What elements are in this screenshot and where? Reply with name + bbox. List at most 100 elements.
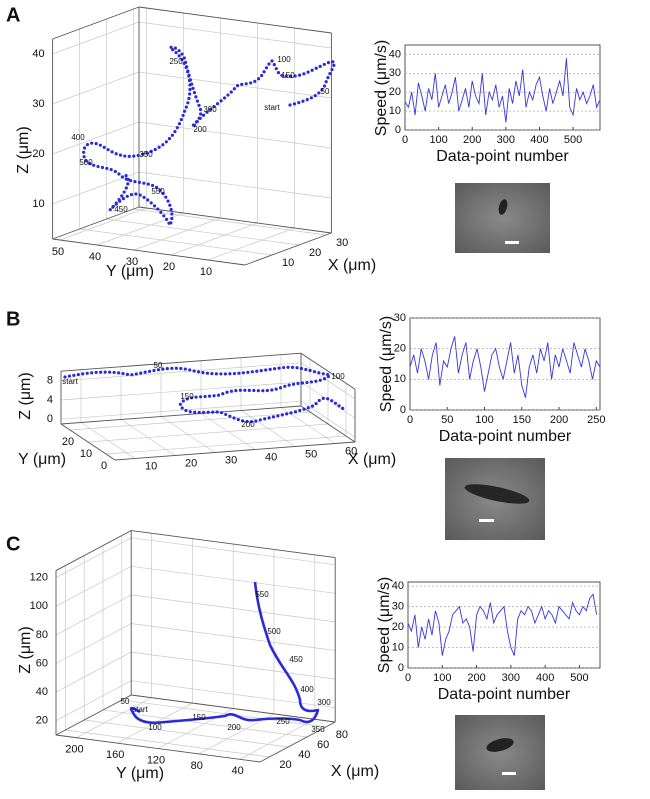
x-tick-label: 20 <box>279 759 291 771</box>
grid-line <box>138 21 332 49</box>
y-tick-label: 20 <box>394 343 406 355</box>
x-tick-label: 250 <box>587 414 605 426</box>
grid-line <box>55 594 132 636</box>
trajectory-annotation: 550 <box>151 187 165 196</box>
axis-line <box>60 352 302 372</box>
micrograph <box>455 183 550 253</box>
y-axis-label: Y (μm) <box>116 765 164 782</box>
speed-line <box>409 336 601 398</box>
x-tick-label: 400 <box>530 134 548 146</box>
grid-line <box>138 71 332 99</box>
grid-line <box>52 71 140 105</box>
plot-area <box>407 581 601 669</box>
x-tick-label: 20 <box>185 457 197 469</box>
plot-area <box>409 317 601 411</box>
z-axis-label: Z (μm) <box>15 126 32 173</box>
grid-line <box>60 362 302 382</box>
trajectory-annotation: 150 <box>281 71 295 80</box>
trajectory-annotation: 250 <box>169 57 183 66</box>
grid-line <box>207 227 295 261</box>
trajectory <box>82 45 336 229</box>
y-tick-label: 30 <box>389 67 401 79</box>
trajectory-annotation: 300 <box>317 698 331 707</box>
axis-line <box>55 734 261 763</box>
axis-line <box>300 352 356 390</box>
trajectory-annotation: start <box>132 705 148 714</box>
trajectory-annotation: 150 <box>192 713 206 722</box>
trajectory-annotation: 350 <box>311 725 325 734</box>
x-tick-label: 200 <box>463 134 481 146</box>
trajectory-annotation: 550 <box>255 590 269 599</box>
grid-line <box>55 537 132 579</box>
x-tick-label: 10 <box>145 460 157 472</box>
y-tick-label: 80 <box>191 760 203 772</box>
x-tick-label: 500 <box>564 134 582 146</box>
speed-line <box>407 593 598 656</box>
x-tick-label: 30 <box>336 237 348 249</box>
grid-line <box>138 171 332 199</box>
grid-line <box>79 228 273 256</box>
y-tick-label: 10 <box>392 641 404 653</box>
trajectory-annotation: start <box>62 377 78 386</box>
x-tick-label: 20 <box>309 247 321 259</box>
trajectory-annotation: start <box>264 103 280 112</box>
grid-line <box>106 218 300 246</box>
grid-line <box>55 680 132 722</box>
z-tick-label: 60 <box>36 657 48 669</box>
grid-line <box>300 362 356 400</box>
y-tick-label: 160 <box>106 749 124 761</box>
axis-line <box>52 238 246 266</box>
grid-line <box>131 594 336 623</box>
x-tick-label: 60 <box>345 445 357 457</box>
x-tick-label: 0 <box>405 672 411 684</box>
panel-label: A <box>6 4 20 26</box>
y-tick-label: 10 <box>200 266 212 278</box>
x-tick-label: 100 <box>429 134 447 146</box>
micrograph <box>445 458 545 540</box>
x-tick-label: 300 <box>502 672 520 684</box>
axis-line <box>55 694 132 736</box>
axis-line <box>244 232 332 266</box>
grid-line <box>96 212 184 246</box>
y-tick-label: 0 <box>400 404 406 416</box>
grid-line <box>138 121 332 149</box>
y-tick-label: 0 <box>101 460 107 472</box>
trajectory-annotation: 150 <box>180 392 194 401</box>
x-tick-label: 200 <box>467 672 485 684</box>
x-axis-label: X (μm) <box>331 763 379 780</box>
y-tick-label: 30 <box>126 256 138 268</box>
trajectory-annotation: 200 <box>193 125 207 134</box>
x-tick-label: 50 <box>441 414 453 426</box>
trajectory-annotation: 450 <box>114 205 128 214</box>
x-tick-label: 0 <box>402 134 408 146</box>
y-tick-label: 30 <box>392 600 404 612</box>
y-tick-label: 40 <box>392 580 404 592</box>
x-axis-label: Data-point number <box>439 428 572 445</box>
micrograph <box>455 715 545 790</box>
y-axis-label: Speed (μm/s) <box>378 316 395 412</box>
panel-label: B <box>6 308 20 330</box>
grid-line <box>52 121 140 155</box>
axis-line <box>131 530 336 558</box>
x-tick-label: 400 <box>536 672 554 684</box>
trajectory-annotation: 50 <box>321 87 330 96</box>
grid-line <box>87 423 329 443</box>
grid-line <box>60 381 302 401</box>
axis-line <box>114 441 356 461</box>
grid-line <box>69 411 311 431</box>
x-axis-label: X (μm) <box>348 451 396 468</box>
axis-line <box>52 6 140 40</box>
y-tick-label: 10 <box>80 448 92 460</box>
speed-line <box>404 58 601 123</box>
trajectory-annotation: 400 <box>71 133 85 142</box>
x-tick-label: 80 <box>336 729 348 741</box>
y-tick-label: 10 <box>389 105 401 117</box>
z-axis-label: Z (μm) <box>17 626 34 673</box>
axis-line <box>138 6 332 34</box>
y-tick-label: 20 <box>163 261 175 273</box>
axis-line <box>60 405 302 425</box>
z-tick-label: 8 <box>47 375 53 387</box>
trajectory-annotation: 450 <box>289 655 303 664</box>
y-tick-label: 40 <box>389 48 401 60</box>
